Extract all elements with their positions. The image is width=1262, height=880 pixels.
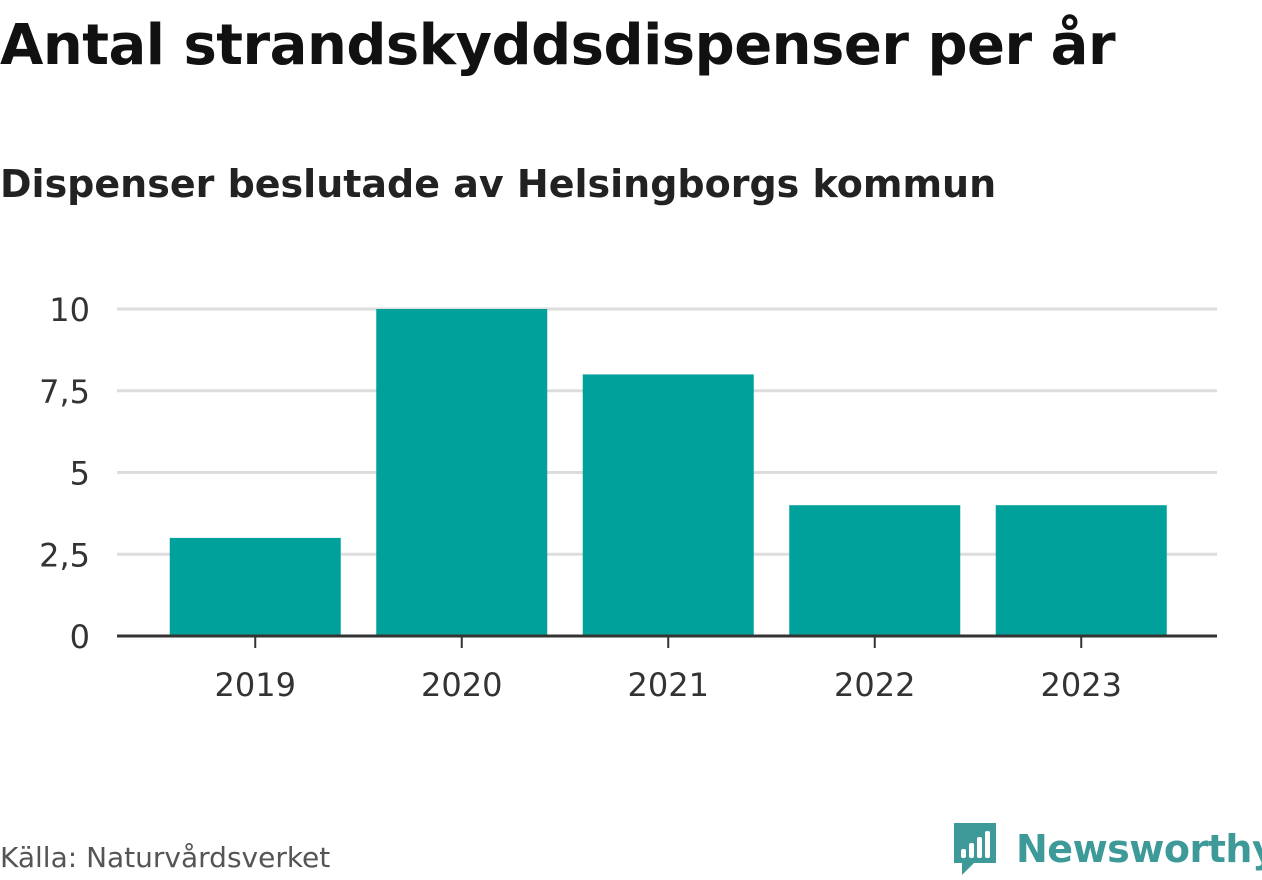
- bar-2021: [582, 374, 754, 636]
- y-tick-label: 10: [49, 291, 90, 329]
- x-tick-label: 2020: [421, 666, 502, 704]
- x-tick-label: 2019: [215, 666, 296, 704]
- bar-2022: [789, 505, 961, 636]
- x-axis: [117, 634, 1217, 648]
- y-tick-label: 2,5: [39, 536, 90, 574]
- brand-name: Newsworthy: [1016, 827, 1262, 871]
- x-tick-label: 2023: [1041, 666, 1122, 704]
- x-tick-label: 2022: [834, 666, 915, 704]
- newsworthy-chart-logo-icon: [954, 823, 996, 875]
- chart-title: Antal strandskyddsdispenser per år: [0, 13, 1116, 78]
- y-tick-label: 5: [70, 455, 90, 493]
- y-axis-tick-labels: 0 2,5 5 7,5 10: [39, 291, 90, 656]
- y-tick-label: 7,5: [39, 373, 90, 411]
- bar-2020: [376, 309, 548, 636]
- newsworthy-brand: Newsworthy: [950, 818, 1262, 880]
- bars: [169, 309, 1167, 636]
- x-axis-tick-labels: 2019 2020 2021 2022 2023: [215, 666, 1122, 704]
- bar-2023: [995, 505, 1167, 636]
- y-tick-label: 0: [70, 618, 90, 656]
- bar-2019: [169, 537, 341, 636]
- chart-subtitle: Dispenser beslutade av Helsingborgs komm…: [0, 162, 997, 206]
- x-tick-label: 2021: [628, 666, 709, 704]
- source-note: Källa: Naturvårdsverket: [0, 841, 331, 874]
